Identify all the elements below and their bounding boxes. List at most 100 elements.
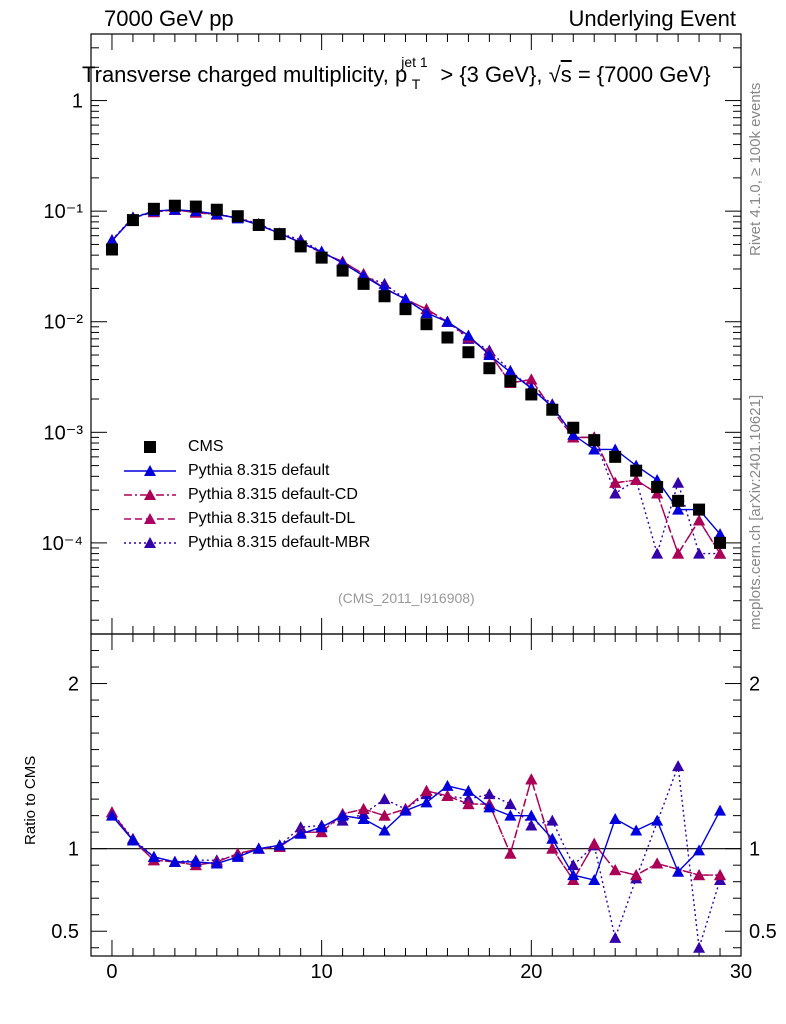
ratio-point-pythia-8-315-default <box>714 804 727 816</box>
ratio-point-pythia-8-315-default-mbr <box>609 931 622 943</box>
ratio-y-tick-label: 2 <box>68 674 79 696</box>
main-point-cms <box>651 481 664 494</box>
ratio-point-pythia-8-315-default <box>525 809 538 821</box>
ratio-point-pythia-8-315-default <box>420 796 433 808</box>
ratio-y-tick-label: 0.5 <box>51 921 79 943</box>
title-mid: > {3 GeV}, <box>434 62 549 87</box>
main-point-pythia-8-315-default <box>504 366 517 378</box>
main-point-cms <box>126 214 139 227</box>
legend-marker-default <box>124 465 176 476</box>
ratio-line-pythia-8-315-default-dl <box>111 776 721 882</box>
y-tick-label: 10⁻³ <box>44 422 84 444</box>
main-point-cms <box>231 210 244 223</box>
ratio-point-pythia-8-315-default-mbr <box>567 859 580 871</box>
ratio-point-pythia-8-315-default <box>399 804 412 816</box>
ratio-point-pythia-8-315-default-cd <box>693 869 706 881</box>
main-point-pythia-8-315-default-cd <box>714 547 727 559</box>
main-line-pythia-8-315-default-mbr <box>111 209 721 557</box>
ratio-line-pythia-8-315-default-cd <box>111 776 721 882</box>
header-left: 7000 GeV pp <box>104 6 234 31</box>
ratio-point-pythia-8-315-default-mbr <box>525 819 538 831</box>
main-point-cms <box>462 346 475 359</box>
main-point-pythia-8-315-default <box>420 306 433 318</box>
main-point-pythia-8-315-default <box>567 428 580 440</box>
ratio-point-pythia-8-315-default <box>378 824 391 836</box>
main-point-cms <box>189 200 202 213</box>
main-point-cms <box>567 421 580 434</box>
x-tick-label: 10 <box>311 961 333 983</box>
legend-label-default-mbr: Pythia 8.315 default-MBR <box>188 534 371 551</box>
ratio-point-pythia-8-315-default-cd <box>609 864 622 876</box>
y-tick-label: 10⁻⁴ <box>42 533 83 555</box>
main-point-pythia-8-315-default-mbr <box>693 547 706 559</box>
ratio-point-pythia-8-315-default <box>651 814 664 826</box>
main-series-pythia-8-315-default-mbr <box>105 203 727 559</box>
ratio-point-pythia-8-315-default-mbr <box>483 788 496 800</box>
mcplots-site-label: mcplots.cern.ch [arXiv:2401.10621] <box>747 394 764 630</box>
ratio-point-pythia-8-315-default-cd <box>525 773 538 785</box>
ratio-point-pythia-8-315-default <box>273 839 286 851</box>
main-point-pythia-8-315-default <box>441 315 454 327</box>
legend-marker-cms <box>144 441 156 453</box>
ratio-point-pythia-8-315-default-cd <box>420 784 433 796</box>
main-point-cms <box>210 203 223 216</box>
legend-triangle-pythia-8-315-default <box>144 465 156 476</box>
y-tick-label: 10⁻¹ <box>44 201 84 223</box>
ratio-point-pythia-8-315-default-mbr <box>693 941 706 953</box>
title-post: = {7000 GeV} <box>571 62 711 87</box>
ratio-point-pythia-8-315-default-mbr <box>546 814 559 826</box>
main-point-pythia-8-315-default-mbr <box>651 547 664 559</box>
ratio-y-tick-label-right: 2 <box>749 674 760 696</box>
ratio-point-pythia-8-315-default <box>105 809 118 821</box>
ratio-point-pythia-8-315-default-mbr <box>504 798 517 810</box>
legend-triangle-pythia-8-315-default-dl <box>144 513 156 524</box>
header-right: Underlying Event <box>568 6 736 31</box>
ratio-point-pythia-8-315-default <box>483 801 496 813</box>
main-point-pythia-8-315-default <box>483 349 496 361</box>
main-point-cms <box>525 388 538 401</box>
main-point-cms <box>273 228 286 241</box>
ratio-series-pythia-8-315-default <box>105 779 727 886</box>
main-series-pythia-8-315-default-cd <box>105 203 727 559</box>
main-series-cms <box>105 199 727 549</box>
ratio-y-tick-label-right: 1 <box>749 839 760 861</box>
ratio-point-pythia-8-315-default <box>462 784 475 796</box>
main-point-pythia-8-315-default-cd <box>693 514 706 526</box>
main-point-pythia-8-315-default-cd <box>672 547 685 559</box>
title-pre: Transverse charged multiplicity, p <box>82 62 408 87</box>
main-point-cms <box>546 403 559 416</box>
ratio-point-pythia-8-315-default <box>546 832 559 844</box>
ratio-point-pythia-8-315-default-cd <box>441 789 454 801</box>
ratio-point-pythia-8-315-default-cd <box>588 837 601 849</box>
title-superscript: jet 1 <box>401 54 428 70</box>
legend-marker-default-dl <box>124 513 176 524</box>
ratio-point-pythia-8-315-default <box>189 855 202 867</box>
legend-label-cms: CMS <box>188 438 224 455</box>
main-point-cms <box>672 494 685 507</box>
main-point-cms <box>441 331 454 344</box>
legend-label-default-dl: Pythia 8.315 default-DL <box>188 510 356 527</box>
main-point-cms <box>420 318 433 331</box>
ratio-point-pythia-8-315-default-mbr <box>672 760 685 772</box>
ratio-point-pythia-8-315-default-cd <box>651 857 664 869</box>
main-point-pythia-8-315-default-cd <box>630 474 643 486</box>
ratio-point-pythia-8-315-default-mbr <box>378 793 391 805</box>
main-point-cms <box>609 450 622 463</box>
main-point-cms <box>399 303 412 316</box>
ratio-point-pythia-8-315-default-cd <box>462 798 475 810</box>
ratio-point-pythia-8-315-default-cd <box>714 869 727 881</box>
ratio-point-pythia-8-315-default <box>294 827 307 839</box>
ratio-point-pythia-8-315-default <box>147 850 160 862</box>
legend-triangle-pythia-8-315-default-cd <box>144 489 156 500</box>
main-point-pythia-8-315-default <box>588 443 601 455</box>
ratio-point-pythia-8-315-default-cd <box>504 847 517 859</box>
x-tick-label: 20 <box>520 961 542 983</box>
ratio-point-pythia-8-315-default <box>630 824 643 836</box>
title-subscript: T <box>411 76 421 92</box>
main-point-pythia-8-315-default-cd <box>525 373 538 385</box>
ratio-point-pythia-8-315-default-cd <box>546 842 559 854</box>
ratio-point-pythia-8-315-default <box>252 842 265 854</box>
ratio-y-tick-label: 1 <box>68 839 79 861</box>
y-tick-label: 10⁻² <box>44 312 84 334</box>
